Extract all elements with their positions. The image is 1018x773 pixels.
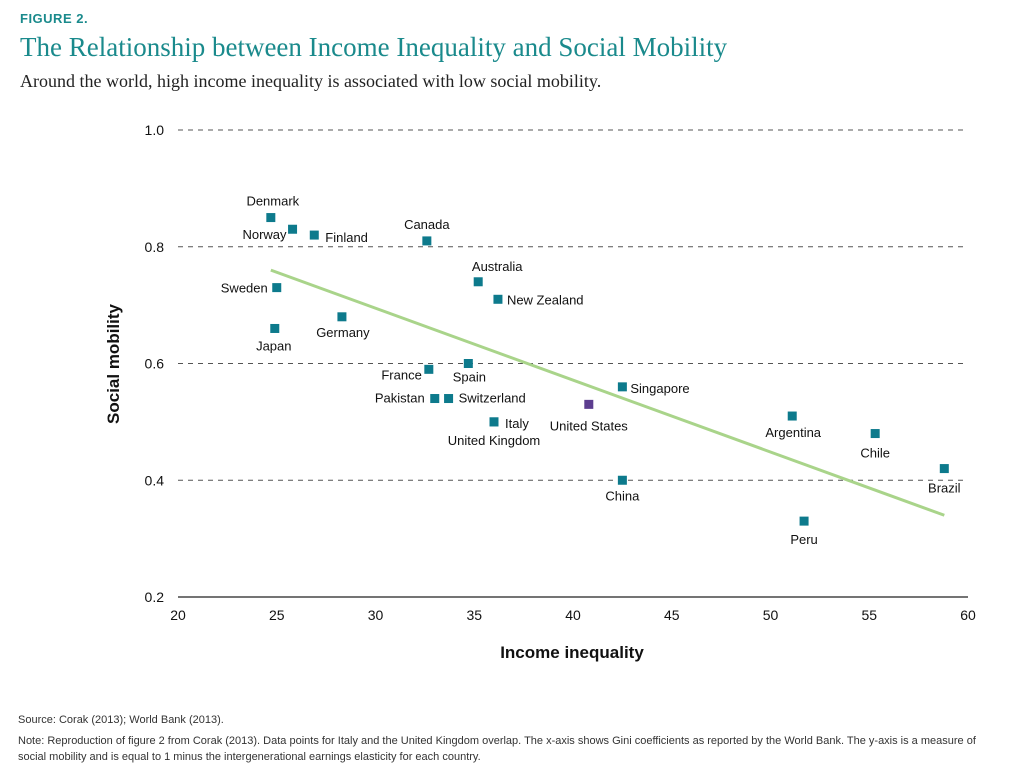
point-china [617,475,627,485]
y-tick-label: 0.4 [145,472,165,488]
trend-line [270,268,945,517]
label-finland: Finland [325,230,368,245]
y-tick-label: 1.0 [145,122,165,138]
label-germany: Germany [316,325,370,340]
label-chile: Chile [860,446,890,461]
label-singapore: Singapore [630,381,689,396]
figure-label: FIGURE 2. [20,11,89,26]
label-spain: Spain [453,370,486,385]
point-france [424,364,434,374]
point-sweden [272,283,282,293]
y-tick-label: 0.2 [145,589,165,605]
y-tick-label: 0.6 [145,356,165,372]
point-germany [337,312,347,322]
point-new-zealand [493,294,503,304]
label-italy: Italy [505,416,529,431]
chart-title: The Relationship between Income Inequali… [20,32,728,62]
point-united-states [584,399,594,409]
point-finland [309,230,319,240]
point-peru [799,516,809,526]
point-argentina [787,411,797,421]
x-tick-label: 20 [170,607,186,623]
point-spain [463,359,473,368]
label-sweden: Sweden [221,281,268,296]
label-argentina: Argentina [765,425,821,440]
point-labels: Denmark Norway Finland Canada Australia New Z… [221,194,961,548]
y-axis-label: Social mobility [104,303,123,424]
x-tick-label: 45 [664,607,680,623]
x-tick-label: 30 [368,607,384,623]
data-points [266,213,949,526]
label-new-zealand: New Zealand [507,292,584,307]
point-australia [473,277,483,287]
axis-ticks: 0.2 0.4 0.6 0.8 1.0 20 25 30 35 40 45 50 55 60 [145,122,976,623]
scatter-chart: 0.2 0.4 0.6 0.8 1.0 20 25 30 35 40 45 50 55 60 Denmar… [104,122,976,662]
x-tick-label: 55 [861,607,877,623]
x-tick-label: 25 [269,607,285,623]
point-denmark [266,213,276,223]
x-tick-label: 40 [565,607,581,623]
x-axis-label: Income inequality [500,643,644,662]
label-united-kingdom: United Kingdom [448,433,541,448]
chart-subtitle: Around the world, high income inequality… [20,71,602,91]
label-france: France [381,367,421,382]
label-china: China [605,488,640,503]
x-tick-label: 35 [466,607,482,623]
label-australia: Australia [472,259,523,274]
y-tick-label: 0.8 [145,239,165,255]
point-chile [870,429,880,439]
point-switzerland [444,394,454,404]
label-canada: Canada [404,217,450,232]
point-pakistan [430,394,440,404]
label-japan: Japan [256,338,291,353]
point-canada [422,236,432,246]
point-united-kingdom [489,417,499,427]
x-tick-label: 50 [763,607,779,623]
label-peru: Peru [790,532,817,547]
label-united-states: United States [550,418,629,433]
point-japan [270,323,280,333]
label-norway: Norway [242,227,287,242]
x-tick-label: 60 [960,607,976,623]
label-pakistan: Pakistan [375,391,425,406]
label-denmark: Denmark [246,194,299,209]
grid-lines [178,129,968,598]
point-singapore [617,382,627,392]
source-note: Source: Corak (2013); World Bank (2013). [18,714,224,726]
point-brazil [939,464,949,474]
point-norway [288,224,298,234]
label-switzerland: Switzerland [459,391,526,406]
label-brazil: Brazil [928,481,961,496]
footnote: Note: Reproduction of figure 2 from Cora… [18,735,976,763]
